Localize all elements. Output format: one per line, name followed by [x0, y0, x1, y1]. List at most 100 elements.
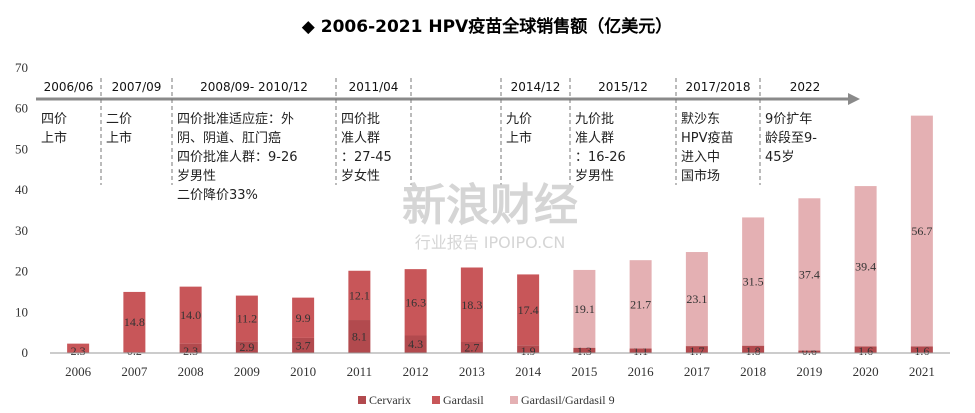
data-label: 9.9	[296, 311, 311, 325]
legend-swatch	[510, 396, 518, 404]
y-tick-label: 10	[15, 304, 28, 319]
timeline-note-line: 四价	[41, 112, 67, 127]
data-label: 1.8	[746, 344, 761, 358]
x-tick-label: 2012	[403, 364, 429, 379]
x-tick-label: 2021	[909, 364, 935, 379]
bar-cervarix-2015	[573, 347, 596, 353]
bar-gardasil-2009	[235, 295, 258, 342]
timeline-date: 2008/09- 2010/12	[200, 80, 308, 94]
bar-cervarix-2018	[742, 345, 765, 353]
timeline-note-line: 阴、阴道、肛门癌	[177, 130, 281, 146]
bar-gardasil-2007	[123, 291, 146, 353]
x-tick-label: 2019	[796, 364, 822, 379]
timeline-note-line: 二价降价33%	[177, 188, 258, 203]
timeline-date: 2022	[790, 80, 821, 94]
bar-gardasil-gardasil-9-2020	[854, 186, 877, 347]
data-label: 2.3	[71, 344, 86, 358]
data-label: 8.1	[352, 330, 367, 344]
y-axis: 0 10 20 30 40 50 60 70	[15, 60, 28, 360]
bar-cervarix-2012	[404, 335, 427, 353]
bar-gardasil-2011	[348, 270, 371, 321]
data-label: 19.1	[574, 302, 595, 316]
bar-cervarix-2014	[517, 345, 540, 353]
timeline-note-line: 上市	[506, 130, 532, 146]
y-tick-label: 40	[15, 182, 28, 197]
data-label: 3.7	[296, 338, 311, 352]
data-label: 12.1	[349, 288, 370, 302]
bar-gardasil-2010	[292, 297, 315, 338]
bar-gardasil-2013	[460, 267, 483, 343]
x-tick-label: 2017	[684, 364, 711, 379]
x-tick-label: 2009	[234, 364, 260, 379]
timeline-note-line: 上市	[41, 130, 67, 146]
data-label: 39.4	[855, 259, 876, 273]
timeline-date: 2017/2018	[685, 80, 750, 94]
y-tick-label: 0	[22, 345, 29, 360]
bar-cervarix-2013	[460, 342, 483, 353]
y-tick-label: 50	[15, 141, 28, 156]
x-tick-label: 2020	[853, 364, 879, 379]
timeline-date: 2007/09	[112, 80, 162, 94]
legend-swatch	[358, 396, 366, 404]
bar-gardasil-2014	[517, 274, 540, 346]
data-label: 14.8	[124, 315, 145, 329]
timeline-date: 2015/12	[598, 80, 648, 94]
bar-gardasil-gardasil-9-2019	[798, 198, 821, 351]
chart-title: ◆ 2006-2021 HPV疫苗全球销售额（亿美元）	[302, 16, 672, 37]
data-label: 1.6	[858, 344, 873, 358]
bar-cervarix-2011	[348, 320, 371, 353]
timeline-note-line: 龄段至9-	[765, 131, 817, 146]
x-tick-label: 2018	[740, 364, 766, 379]
y-tick-label: 60	[15, 101, 28, 116]
x-tick-label: 2016	[628, 364, 655, 379]
timeline-note-line: 四价批准适应症：外	[177, 111, 294, 127]
x-tick-label: 2011	[347, 364, 373, 379]
bars: 0.22.32.93.78.14.32.71.91.31.11.71.80.61…	[67, 115, 933, 358]
timeline-note-line: ：16-26	[575, 150, 626, 165]
timeline-note-line: 45岁	[765, 150, 795, 165]
x-tick-label: 2015	[571, 364, 597, 379]
data-label: 1.6	[914, 344, 929, 358]
legend-label: Cervarix	[369, 393, 411, 407]
data-label: 14.0	[180, 308, 201, 322]
timeline-note-line: 岁男性	[177, 169, 216, 184]
timeline-date: 2011/04	[349, 80, 399, 94]
watermark-sub: 行业报告 IPOIPO.CN	[415, 233, 566, 252]
timeline-note-line: 二价	[106, 112, 132, 127]
data-label: 23.1	[686, 292, 707, 306]
timeline-arrow-head	[848, 93, 860, 105]
bar-gardasil-2008	[179, 286, 202, 344]
bar-cervarix-2009	[235, 341, 258, 353]
data-label: 2.9	[239, 340, 254, 354]
bar-gardasil-gardasil-9-2016	[629, 260, 652, 349]
data-label: 2.7	[464, 341, 479, 355]
timeline-note-line: HPV疫苗	[681, 130, 734, 146]
x-tick-label: 2014	[515, 364, 542, 379]
x-tick-label: 2006	[65, 364, 92, 379]
data-label: 1.9	[521, 344, 536, 358]
timeline-note-line: 上市	[106, 130, 132, 146]
data-label: 1.7	[689, 344, 704, 358]
x-tick-label: 2007	[121, 364, 148, 379]
data-label: 4.3	[408, 337, 423, 351]
data-label: 56.7	[911, 224, 932, 238]
data-label: 16.3	[405, 295, 426, 309]
timeline-note-line: 准人群	[575, 131, 614, 146]
bar-gardasil-2012	[404, 269, 427, 336]
legend-swatch	[432, 396, 440, 404]
data-label: 18.3	[461, 298, 482, 312]
data-label: 11.2	[237, 311, 258, 325]
bar-gardasil-gardasil-9-2021	[910, 115, 933, 347]
timeline-note-line: 岁男性	[575, 169, 614, 184]
timeline-note-line: 九价	[506, 112, 532, 127]
bar-gardasil-gardasil-9-2017	[685, 252, 708, 347]
legend: Cervarix Gardasil Gardasil/Gardasil 9	[358, 393, 615, 407]
timeline-note-line: 岁女性	[341, 168, 380, 184]
x-axis: 2006 2007 2008 2009 2010 2011 2012 2013 2014 2015…	[50, 352, 950, 379]
bar-cervarix-2017	[685, 346, 708, 353]
timeline-note-line: 九价批	[575, 112, 614, 127]
data-label: 2.3	[183, 344, 198, 358]
bar-gardasil-gardasil-9-2018	[742, 217, 765, 346]
data-label: 31.5	[743, 275, 764, 289]
